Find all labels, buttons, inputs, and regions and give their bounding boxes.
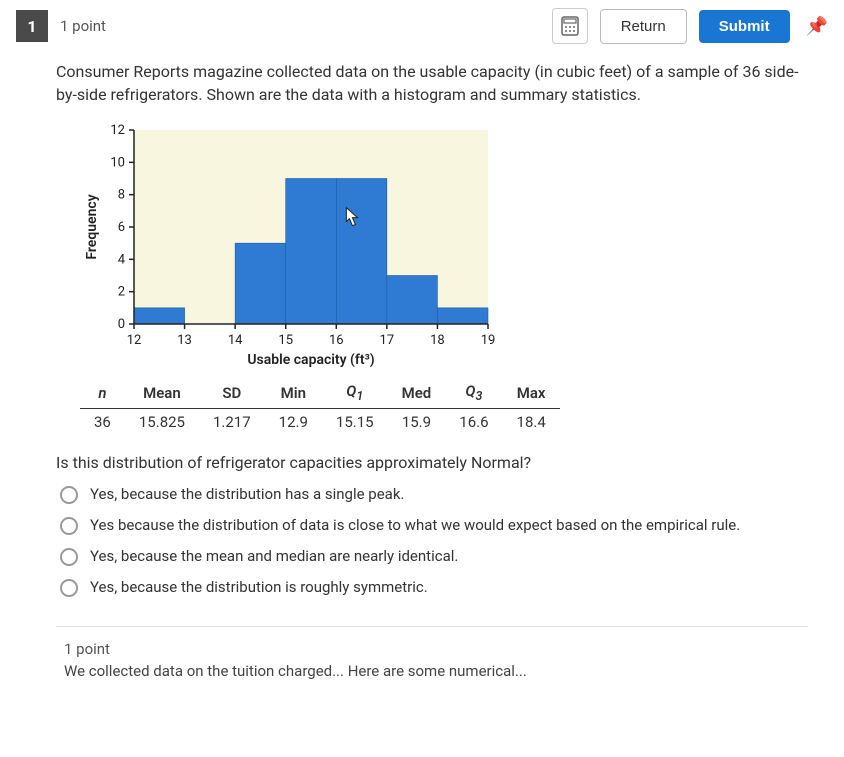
option-label: Yes because the distribution of data is … xyxy=(90,515,740,536)
next-question-preview: 1 point We collected data on the tuition… xyxy=(56,626,808,680)
stats-value-cell: 15.9 xyxy=(388,409,446,436)
option-radio[interactable] xyxy=(60,579,78,597)
histogram-chart: 0 2 4 6 8 10 12 12 13 14 15 16 17 18 19 Usable capacity… xyxy=(80,120,500,370)
next-points-label: 1 point xyxy=(64,640,110,658)
stats-value-row: 3615.8251.21712.915.1515.916.618.4 xyxy=(80,409,560,436)
svg-text:14: 14 xyxy=(228,333,243,348)
svg-text:12: 12 xyxy=(110,123,125,138)
svg-text:Usable capacity (ft³): Usable capacity (ft³) xyxy=(247,352,374,368)
option-row[interactable]: Yes because the distribution of data is … xyxy=(60,515,808,536)
option-radio[interactable] xyxy=(60,517,78,535)
stats-value-cell: 15.15 xyxy=(322,409,388,436)
stats-header-cell: Min xyxy=(265,378,322,409)
option-radio[interactable] xyxy=(60,548,78,566)
stats-header-cell: Mean xyxy=(125,378,199,409)
svg-text:17: 17 xyxy=(380,333,395,348)
stats-value-cell: 12.9 xyxy=(265,409,322,436)
summary-stats-table: nMeanSDMinQ1MedQ3Max 3615.8251.21712.915… xyxy=(80,378,560,435)
svg-text:6: 6 xyxy=(118,220,125,235)
svg-text:2: 2 xyxy=(118,285,125,300)
calculator-icon xyxy=(561,16,579,36)
pin-icon[interactable]: 📌 xyxy=(806,16,828,37)
stats-header-cell: SD xyxy=(199,378,265,409)
svg-text:12: 12 xyxy=(127,333,142,348)
svg-text:4: 4 xyxy=(118,253,126,268)
svg-text:16: 16 xyxy=(329,333,344,348)
option-label: Yes, because the distribution has a sing… xyxy=(90,484,404,505)
svg-text:19: 19 xyxy=(481,333,496,348)
quiz-page: { "header": { "question_number": "1", "p… xyxy=(0,0,844,757)
question-content: Consumer Reports magazine collected data… xyxy=(0,52,844,696)
option-row[interactable]: Yes, because the distribution is roughly… xyxy=(60,577,808,598)
svg-text:0: 0 xyxy=(118,317,125,332)
stats-header-cell: Q1 xyxy=(322,378,388,409)
submit-button[interactable]: Submit xyxy=(699,10,790,43)
stats-header-cell: Max xyxy=(503,378,560,409)
stats-value-cell: 1.217 xyxy=(199,409,265,436)
stats-value-cell: 16.6 xyxy=(445,409,502,436)
option-radio[interactable] xyxy=(60,486,78,504)
stats-header-cell: Q3 xyxy=(445,378,502,409)
calculator-button[interactable] xyxy=(552,8,588,44)
option-row[interactable]: Yes, because the mean and median are nea… xyxy=(60,546,808,567)
next-question-text: We collected data on the tuition charged… xyxy=(56,662,808,680)
svg-text:8: 8 xyxy=(118,188,125,203)
stats-value-cell: 18.4 xyxy=(503,409,560,436)
svg-text:Frequency: Frequency xyxy=(84,195,100,260)
header-row: 1 1 point Return Submit 📌 xyxy=(0,0,844,52)
question-number-badge: 1 xyxy=(16,10,48,42)
svg-text:18: 18 xyxy=(430,333,445,348)
stats-header-row: nMeanSDMinQ1MedQ3Max xyxy=(80,378,560,409)
return-button[interactable]: Return xyxy=(600,9,687,44)
option-label: Yes, because the distribution is roughly… xyxy=(90,577,428,598)
points-label: 1 point xyxy=(60,17,106,35)
svg-text:10: 10 xyxy=(110,156,125,171)
stats-value-cell: 15.825 xyxy=(125,409,199,436)
stats-value-cell: 36 xyxy=(80,409,125,436)
question-prompt: Consumer Reports magazine collected data… xyxy=(56,60,808,106)
stats-header-cell: n xyxy=(80,378,125,409)
svg-text:13: 13 xyxy=(177,333,192,348)
options-list: Yes, because the distribution has a sing… xyxy=(56,484,808,598)
option-label: Yes, because the mean and median are nea… xyxy=(90,546,458,567)
stats-header-cell: Med xyxy=(388,378,446,409)
histogram-container: 0 2 4 6 8 10 12 12 13 14 15 16 17 18 19 Usable capacity… xyxy=(80,120,808,370)
question-text: Is this distribution of refrigerator cap… xyxy=(56,453,808,472)
svg-text:15: 15 xyxy=(278,333,293,348)
option-row[interactable]: Yes, because the distribution has a sing… xyxy=(60,484,808,505)
